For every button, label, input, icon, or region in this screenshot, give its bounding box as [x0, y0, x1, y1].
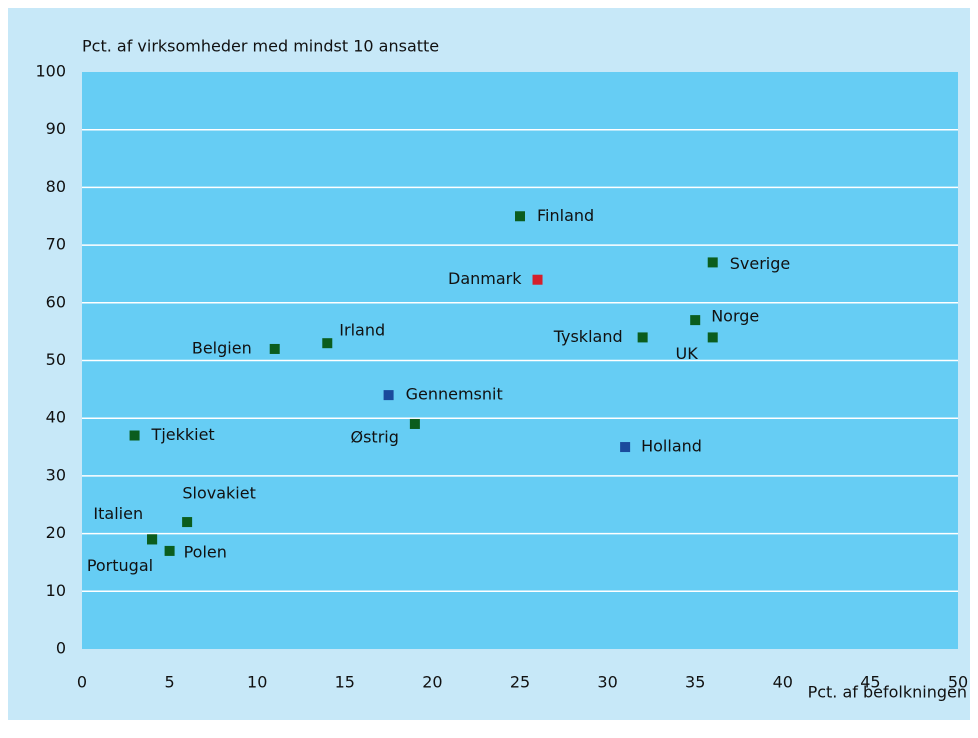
y-tick-label: 0: [56, 639, 66, 658]
point-label: Italien: [93, 504, 143, 523]
point-label: Gennemsnit: [406, 385, 503, 404]
point-label: Polen: [184, 542, 227, 561]
point-label: Norge: [711, 307, 759, 326]
x-tick-label: 30: [597, 673, 617, 692]
point-label: Tyskland: [553, 327, 623, 346]
y-axis-label: Pct. af virksomheder med mindst 10 ansat…: [82, 37, 439, 56]
x-tick-label: 0: [77, 673, 87, 692]
point: [129, 430, 140, 441]
point: [147, 534, 158, 545]
point-label: Østrig: [350, 427, 398, 446]
y-tick-label: 80: [46, 177, 66, 196]
point-label: Danmark: [448, 269, 522, 288]
y-tick-label: 90: [46, 119, 66, 138]
y-tick-label: 50: [46, 350, 66, 369]
y-tick-label: 30: [46, 465, 66, 484]
point: [707, 257, 718, 268]
point-label: Belgien: [192, 338, 252, 357]
x-tick-label: 15: [335, 673, 355, 692]
point: [532, 274, 543, 285]
x-tick-label: 20: [422, 673, 442, 692]
point: [164, 545, 175, 556]
y-tick-label: 20: [46, 523, 66, 542]
point-label: Sverige: [730, 254, 791, 273]
x-tick-label: 45: [860, 673, 880, 692]
y-tick-label: 10: [46, 581, 66, 600]
point-label: Finland: [537, 206, 594, 225]
y-tick-label: 40: [46, 408, 66, 427]
point: [637, 332, 648, 343]
point-label: Tjekkiet: [151, 425, 215, 444]
point: [269, 343, 280, 354]
point: [707, 332, 718, 343]
y-tick-label: 60: [46, 292, 66, 311]
point: [182, 517, 193, 528]
x-tick-label: 50: [948, 673, 968, 692]
y-tick-label: 70: [46, 235, 66, 254]
point-label: Holland: [641, 437, 702, 456]
point-label: Irland: [339, 321, 385, 340]
x-tick-label: 10: [247, 673, 267, 692]
x-tick-label: 35: [685, 673, 705, 692]
point-label: Slovakiet: [182, 484, 256, 503]
point: [409, 418, 420, 429]
x-tick-label: 40: [773, 673, 793, 692]
point: [690, 315, 701, 326]
point: [383, 390, 394, 401]
point-label: UK: [676, 344, 699, 363]
x-tick-label: 5: [165, 673, 175, 692]
point: [322, 338, 333, 349]
x-tick-label: 25: [510, 673, 530, 692]
y-tick-label: 100: [35, 62, 66, 81]
point-label: Portugal: [87, 556, 153, 575]
point: [620, 442, 631, 453]
x-axis-label: Pct. af befolkningen: [808, 683, 967, 702]
point: [515, 211, 525, 222]
